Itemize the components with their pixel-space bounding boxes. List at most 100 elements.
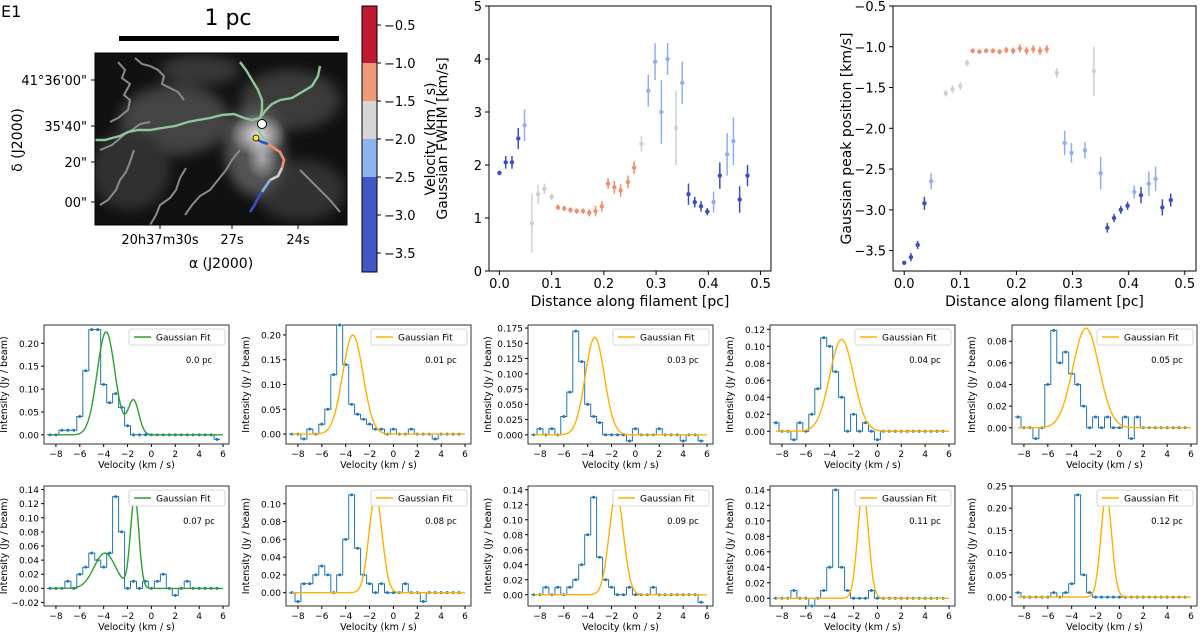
spectrum-point [391,427,395,431]
spectrum-chart-2: −8 −6 −4 −2 0 2 4 6 0.000 0.025 0.050 0.075 0.100 0.1… [483,325,714,471]
data-point [1082,148,1088,153]
x-tick-label: 6 [462,612,468,622]
data-point [1146,181,1152,186]
x-tick-label: −4 [97,450,111,460]
velocity-map: 1 pc [10,6,348,272]
x-tick-label: 0 [149,450,155,460]
map-ytick: 41°36'00" [21,74,87,89]
spectrum-point [580,360,584,364]
x-tick-label: −6 [557,612,571,622]
data-point [599,204,604,209]
data-point [731,138,736,144]
x-tick-label: −6 [799,450,813,460]
legend-label: Gaussian Fit [156,495,211,505]
y-tick-label: 0.08 [503,531,523,541]
spectrum-point [126,424,130,428]
filament-grey [269,167,284,182]
spectrum-point [126,586,130,590]
spectrum-point [657,427,661,431]
data-point [698,204,704,209]
data-point [928,179,934,184]
data-point [970,48,975,54]
spectrum-point [616,593,620,597]
spectrum-point [1052,591,1056,595]
y-axis-label: Intensity (Jy / beam) [725,498,736,594]
y-axis-label: Intensity (Jy / beam) [0,498,10,594]
spectrum-point [610,585,614,589]
spectrum-point [586,402,590,406]
data-point [503,160,508,165]
spectrum-point [538,427,542,431]
spectrum-point [84,369,88,373]
x-tick-label: 6 [704,612,710,622]
x-tick-label: −4 [823,612,837,622]
spectrum-point [621,593,625,597]
x-tick-label: −6 [1041,450,1055,460]
spectrum-point [350,402,354,406]
y-tick-label: 0.10 [261,381,281,391]
y-tick-label: 0.050 [497,401,523,411]
spectrum-point [1100,426,1104,430]
x-tick-label: 0.5 [750,277,771,292]
spectrum-point [132,579,136,583]
x-tick-label: 2 [172,450,178,460]
y-tick-label: 0.12 [19,500,39,510]
spectrum-point [834,370,838,374]
x-tick-label: 0 [633,450,639,460]
x-tick-label: −8 [533,612,547,622]
x-tick-label: 0.3 [1062,277,1083,292]
legend-box [370,489,468,507]
position-label: 0.05 pc [1151,356,1183,366]
y-tick-label: 0.02 [261,571,281,581]
x-tick-label: −2 [847,612,860,622]
legend-label: Gaussian Fit [398,334,453,344]
spectrum-point [409,427,413,431]
spectrum-point [96,328,100,332]
spectrum-point [78,415,82,419]
spectrum-point [350,493,354,497]
y-tick-label: 0.00 [261,589,281,599]
x-tick-label: 4 [438,612,444,622]
scalebar-label: 1 pc [204,6,251,31]
data-point [908,254,914,260]
spectrum-chart-3: −8 −6 −4 −2 0 2 4 6 0.00 0.02 0.04 0.06 0.08 0.10 0.12… [725,324,956,471]
spectrum-point [1088,591,1092,595]
spectrum-point [550,427,554,431]
y-tick-label: 0.125 [497,355,523,365]
spectrum-point [421,600,425,604]
x-tick-label: 6 [704,450,710,460]
legend-box [1096,328,1194,346]
y-tick-label: −1.0 [854,41,886,56]
spectrum-point [344,537,348,541]
data-point [605,181,611,186]
data-point [1054,70,1060,76]
x-tick-label: −2 [1089,612,1102,622]
data-point [1004,47,1009,53]
x-tick-label: −6 [73,612,87,622]
x-tick-label: −4 [823,450,837,460]
y-tick-label: 0.02 [987,403,1007,413]
spectrum-point [544,585,548,589]
x-tick-label: 6 [1188,612,1194,622]
x-tick-label: 0 [391,612,397,622]
data-point [680,80,685,86]
legend-box [1096,489,1194,507]
spectrum-point [72,428,76,432]
spectrum-point [592,415,596,419]
gaussian-fit-line [534,336,707,436]
y-tick-label: 0.12 [745,326,765,336]
spectrum-point [822,589,826,593]
legend-box [370,328,468,346]
spectrum-point [875,438,879,442]
legend-label: Gaussian Fit [156,334,211,344]
data-point [646,88,651,94]
data-point [612,185,617,190]
spectrum-point [356,412,360,416]
map-ytick: 00" [64,196,87,211]
spectrum-point [651,585,655,589]
data-point [1105,225,1110,230]
x-tick-label: −8 [533,450,547,460]
y-tick-label: −1.5 [854,82,886,97]
spectrum-point [78,572,82,576]
spectrum-point [1117,426,1121,430]
